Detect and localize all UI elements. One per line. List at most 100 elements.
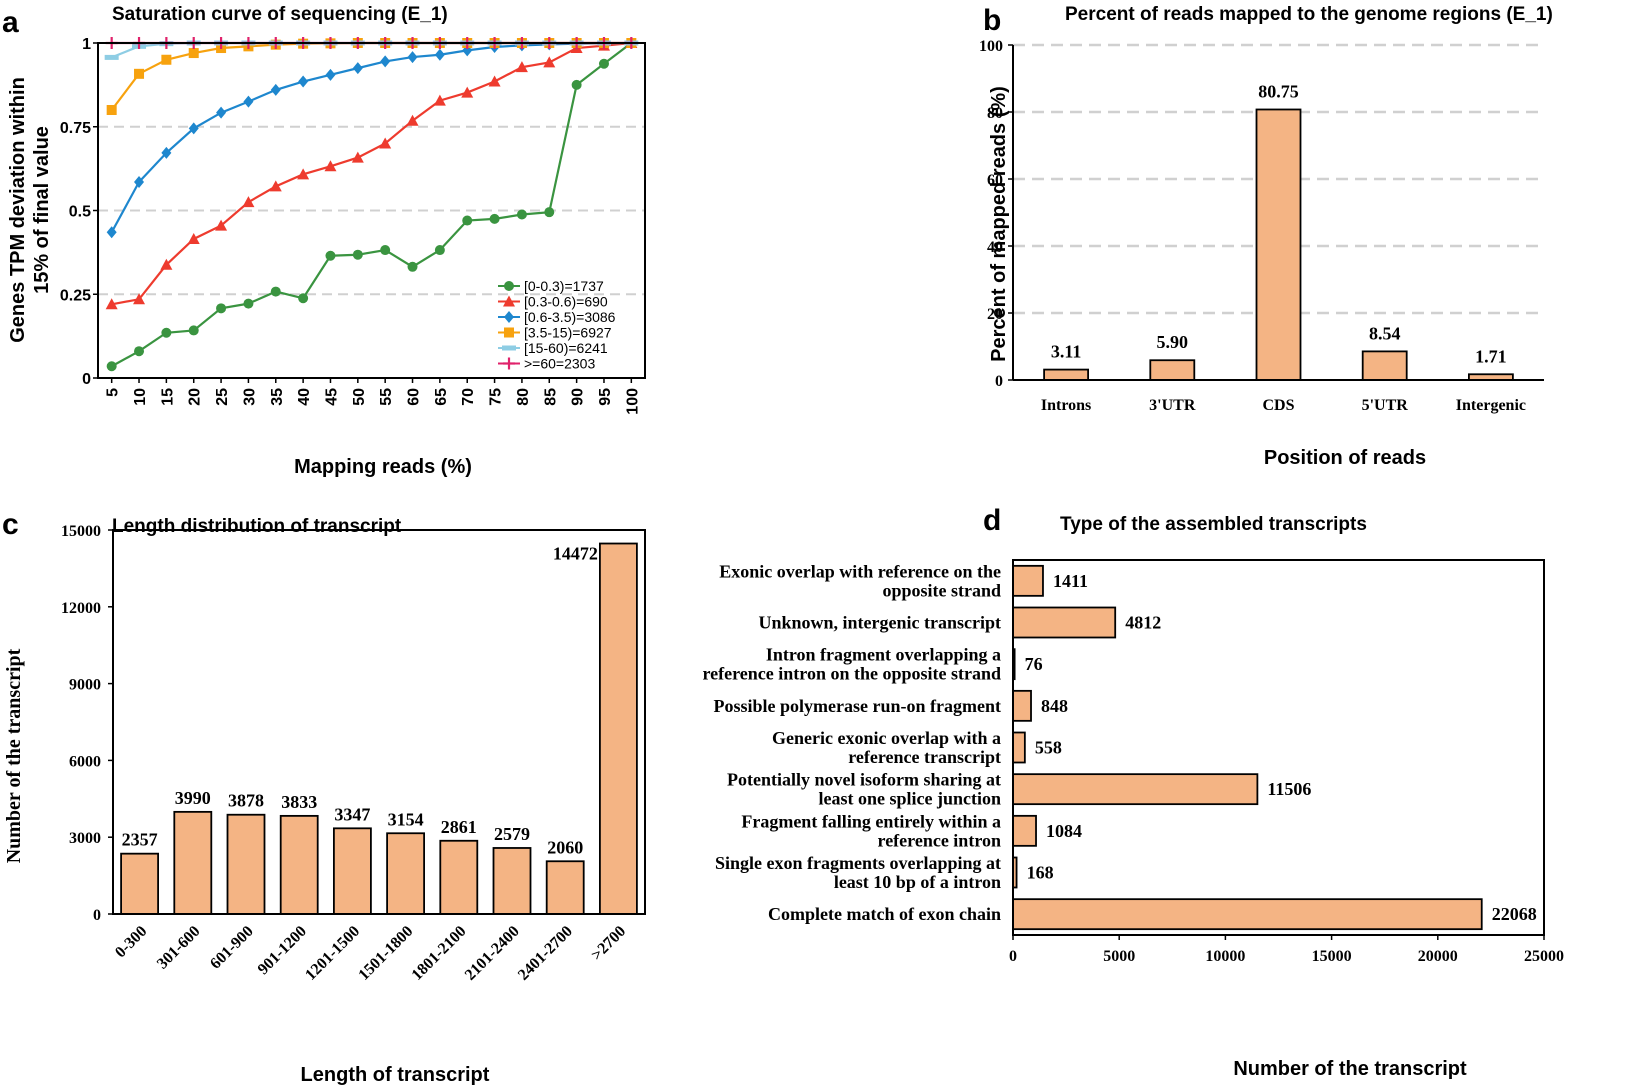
- chart-c-bar: [120, 852, 159, 915]
- chart-b-value-label: 80.75: [1258, 81, 1299, 101]
- chart-c-value-label: 2579: [494, 824, 530, 844]
- chart-a-series-0: [106, 38, 637, 372]
- chart-a-series-2: [106, 37, 637, 239]
- chart-c-x-tick-label: 1801-2100: [409, 923, 470, 984]
- chart-a-title: Saturation curve of sequencing (E_1): [112, 4, 448, 25]
- chart-a-x-tick-label: 70: [460, 388, 477, 406]
- chart-b-y-tick-label: 100: [979, 38, 1003, 55]
- chart-b-x-ticks: Introns 3'UTR CDS 5'UTR Intergenic: [1041, 397, 1526, 414]
- chart-a-point: [407, 261, 418, 272]
- panel-a: a Saturation curve of sequencing (E_1) 0…: [2, 4, 646, 478]
- chart-d-x-ticks: 0 5000 10000 15000 20000 25000: [1009, 935, 1564, 965]
- chart-a-point: [134, 346, 145, 357]
- chart-c-title: Length distribution of transcript: [112, 516, 402, 537]
- chart-c-bar: [599, 542, 638, 915]
- chart-c-x-tick-label: 2101-2400: [462, 923, 523, 984]
- chart-a-x-tick-label: 55: [378, 388, 395, 406]
- chart-d-value-label: 848: [1041, 696, 1068, 716]
- chart-a-point: [351, 151, 364, 163]
- chart-a-point: [515, 61, 528, 73]
- chart-c-x-tick-label: 2401-2700: [515, 923, 576, 984]
- chart-a-x-tick-label: 60: [406, 388, 423, 406]
- chart-b-y-ticks: 0 20 40 60 80 100: [979, 38, 1013, 390]
- chart-a-point: [380, 245, 391, 256]
- chart-a-point: [188, 122, 199, 135]
- chart-d-bars: 1411 4812 76 848 558 11506 1084 168 22068: [1012, 564, 1537, 931]
- chart-c-x-tick-label: 301-600: [154, 923, 204, 973]
- chart-a-point: [106, 226, 117, 239]
- chart-b-value-label: 8.54: [1369, 323, 1401, 343]
- chart-a-point: [161, 327, 172, 338]
- chart-a-point: [352, 62, 363, 75]
- chart-b-value-label: 3.11: [1051, 342, 1082, 362]
- chart-a-point: [161, 54, 172, 65]
- chart-d-x-tick-label: 25000: [1524, 948, 1564, 965]
- chart-a-legend-marker: [504, 311, 514, 323]
- chart-a-point: [106, 361, 117, 372]
- chart-d-category-label: Complete match of exon chain: [768, 904, 1001, 924]
- chart-a-x-tick-label: 10: [132, 388, 149, 406]
- chart-a-point: [598, 58, 609, 69]
- chart-d-category-labels: Exonic overlap with reference on theoppo…: [703, 561, 1002, 924]
- chart-c-y-tick-label: 15000: [61, 523, 101, 540]
- chart-a-x-tick-label: 80: [515, 388, 532, 406]
- chart-a-frame: [97, 42, 646, 379]
- chart-a-series-3: [106, 38, 637, 115]
- chart-a-x-tick-label: 5: [105, 388, 122, 397]
- panel-letter-a: a: [2, 6, 19, 39]
- chart-a-point: [106, 105, 117, 115]
- chart-a-point: [433, 94, 446, 106]
- chart-a-legend: [0-0.3)=1737[0.3-0.6)=690[0.6-3.5)=3086[…: [498, 278, 616, 372]
- chart-a-x-tick-label: 50: [351, 388, 368, 406]
- chart-b-y-tick-label: 0: [995, 373, 1003, 390]
- chart-a-point: [270, 286, 281, 297]
- chart-b-y-tick-label: 80: [987, 105, 1003, 122]
- chart-c-y-axis-title: Number of the transcript: [3, 648, 25, 863]
- chart-a-point: [544, 207, 555, 218]
- chart-a-x-ticks: 5 10 15 20 25 30 35 40 45 50 55 60 65 70 75 80 85 90 95 100: [105, 378, 641, 415]
- chart-a-point: [406, 114, 419, 126]
- chart-c-x-tick-label: 1201-1500: [302, 923, 363, 984]
- chart-a-x-tick-label: 100: [624, 388, 641, 415]
- chart-a-point: [188, 325, 199, 336]
- chart-b-bars: 3.11 5.90 80.75 8.54 1.71: [1043, 81, 1514, 381]
- chart-d-bar: [1012, 564, 1044, 597]
- chart-a-point: [160, 258, 173, 270]
- chart-b-x-tick-label: CDS: [1262, 397, 1294, 414]
- chart-b-value-label: 5.90: [1157, 332, 1189, 352]
- chart-c-y-tick-label: 6000: [69, 753, 101, 770]
- chart-c-bar: [439, 839, 479, 915]
- chart-b-title: Percent of reads mapped to the genome re…: [1065, 4, 1553, 25]
- chart-a-point: [133, 293, 146, 305]
- chart-d-value-label: 168: [1027, 863, 1054, 883]
- chart-c-bar: [173, 810, 213, 915]
- chart-c-x-axis-title: Length of transcript: [301, 1064, 490, 1086]
- chart-a-series-line: [110, 41, 632, 233]
- chart-a-x-tick-label: 40: [296, 388, 313, 406]
- chart-d-bar: [1012, 814, 1037, 847]
- chart-d-x-tick-label: 10000: [1205, 948, 1245, 965]
- chart-c-y-ticks: 0 3000 6000 9000 12000 15000: [61, 523, 113, 924]
- chart-c-value-label: 3347: [334, 804, 370, 824]
- chart-a-point: [187, 232, 200, 244]
- chart-a-point: [434, 245, 445, 256]
- chart-d-category-label: Generic exonic overlap with a: [772, 728, 1001, 748]
- chart-d-category-label: Possible polymerase run-on fragment: [714, 696, 1001, 716]
- chart-c-value-label: 2060: [547, 837, 583, 857]
- chart-a-point: [161, 146, 172, 159]
- chart-c-bar: [279, 814, 319, 915]
- chart-d-category-label: Intron fragment overlapping a: [766, 645, 1001, 665]
- chart-c-bar: [386, 832, 426, 915]
- chart-a-point: [188, 48, 199, 59]
- chart-d-x-axis-title: Number of the transcript: [1233, 1058, 1467, 1080]
- chart-d-category-label: least one splice junction: [819, 789, 1002, 809]
- chart-b-x-tick-label: Introns: [1041, 397, 1091, 414]
- chart-d-x-tick-label: 15000: [1312, 948, 1352, 965]
- chart-a-point: [325, 68, 336, 81]
- chart-a-point: [105, 298, 118, 310]
- chart-a-point: [324, 160, 337, 172]
- chart-c-frame: [112, 529, 646, 915]
- chart-d-category-label: Exonic overlap with reference on the: [719, 561, 1001, 581]
- chart-a-y-tick-label: 0.25: [60, 287, 91, 304]
- chart-a-point: [104, 54, 119, 60]
